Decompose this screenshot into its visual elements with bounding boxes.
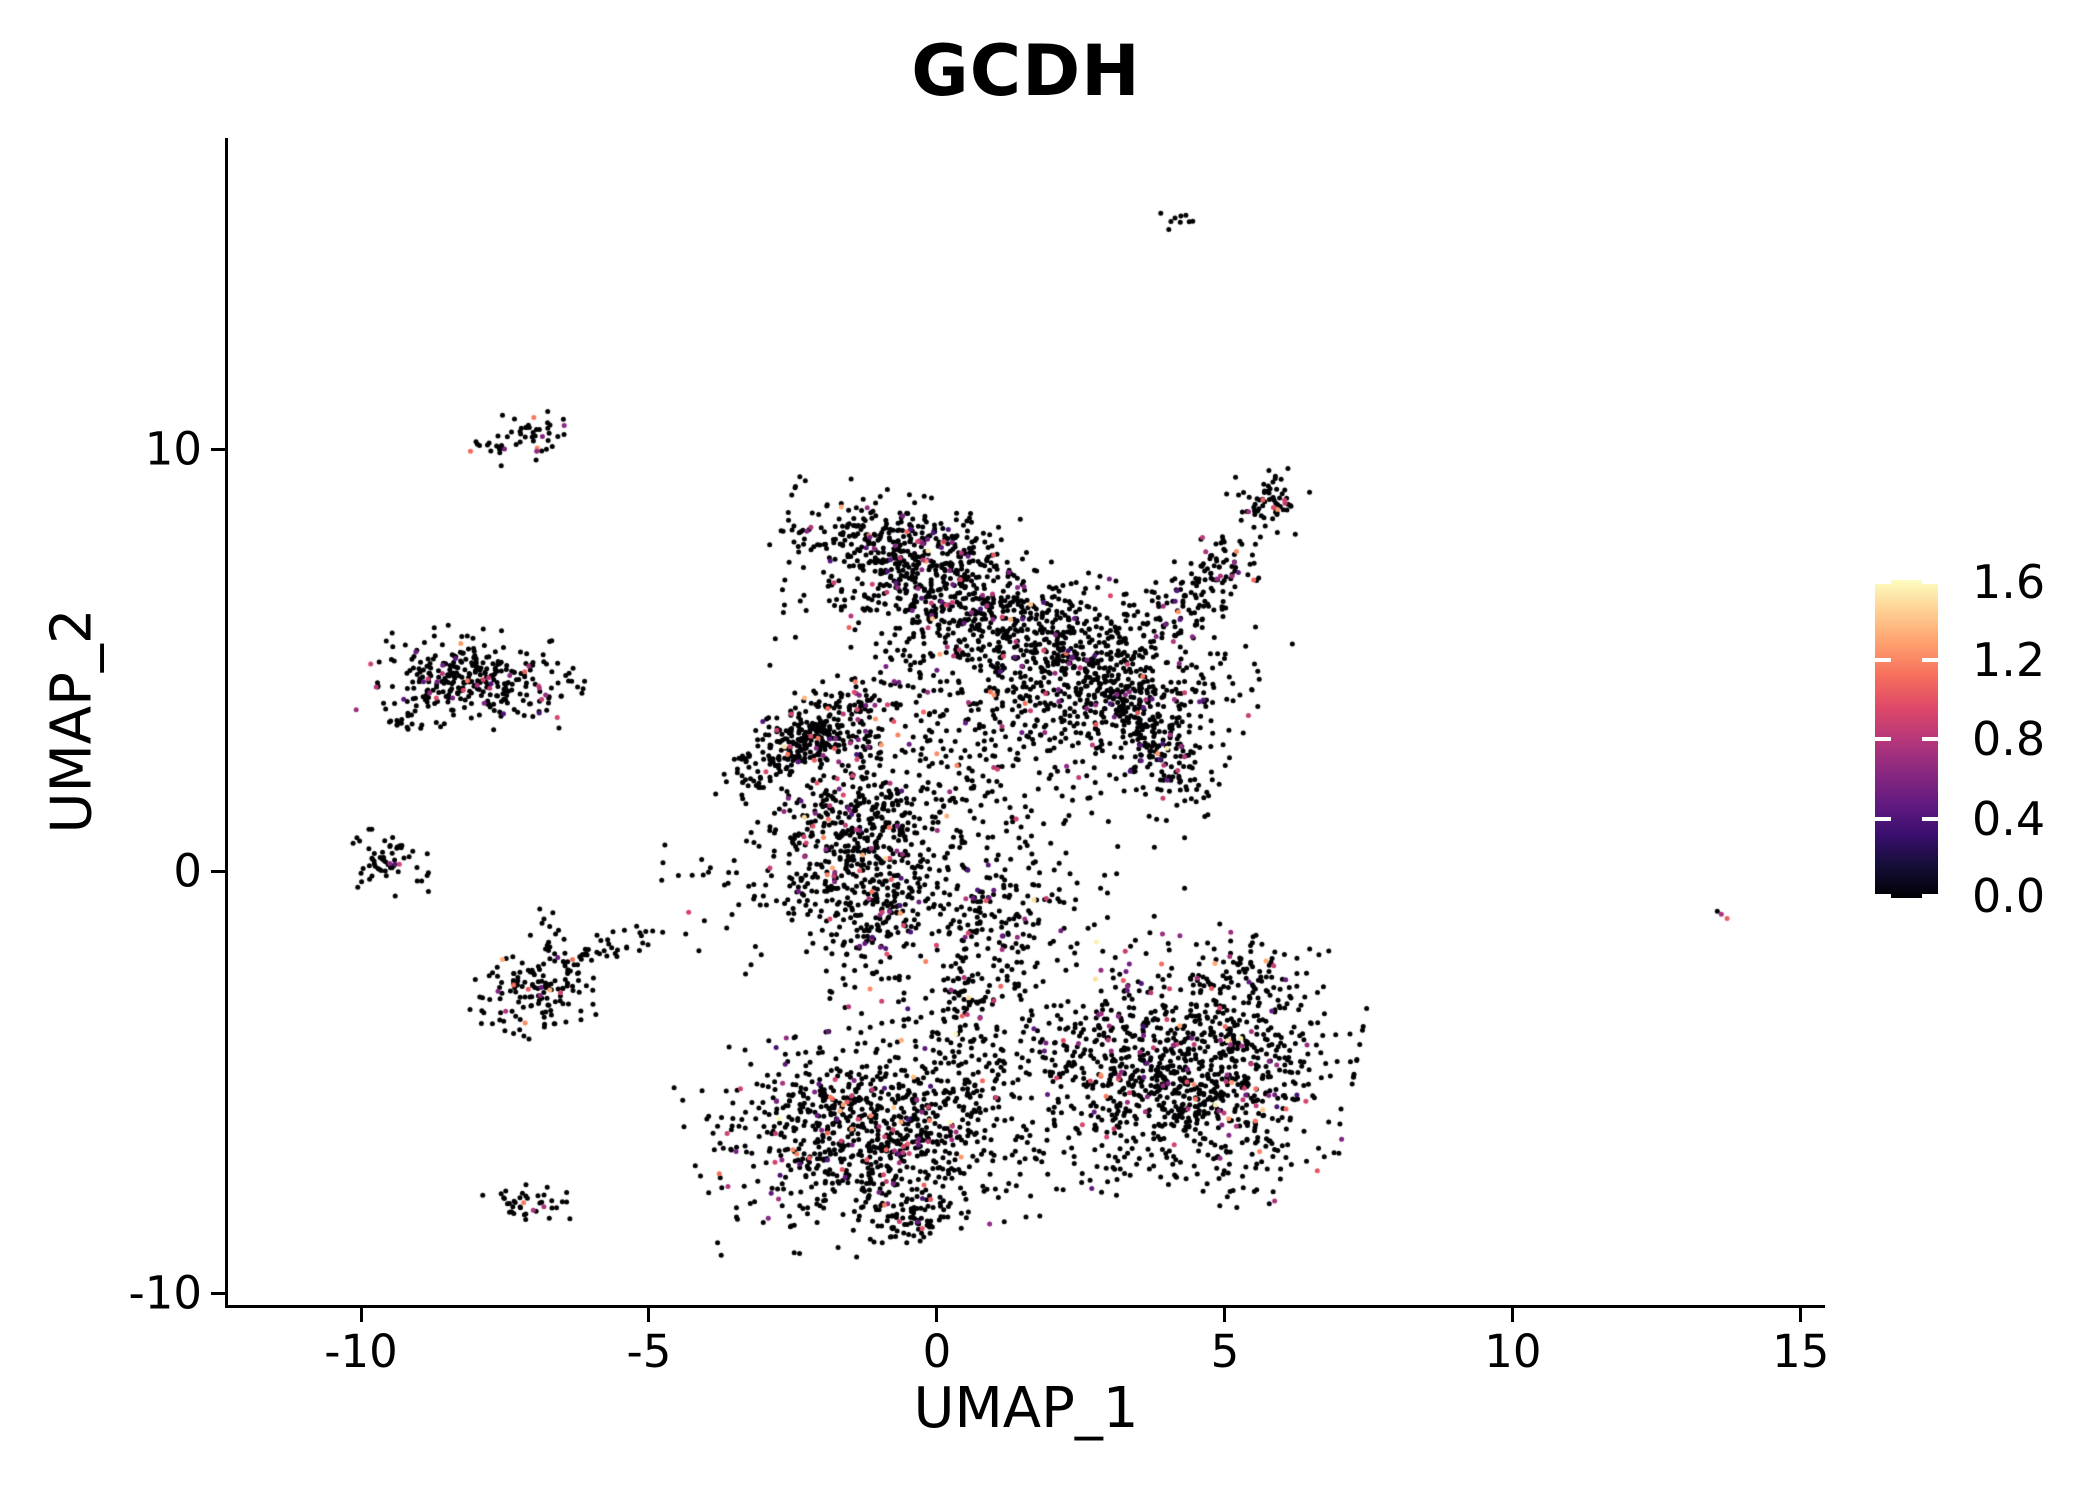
colorbar-tick-notch [1875, 816, 1891, 821]
y-axis-line [225, 138, 228, 1308]
colorbar-tick-notch [1922, 894, 1938, 898]
x-tick-label: -10 [324, 1325, 398, 1378]
colorbar-tick-label: 1.2 [1972, 632, 2046, 687]
x-tick [1223, 1308, 1227, 1322]
colorbar-tick-label: 0.0 [1972, 869, 2046, 923]
x-tick [647, 1308, 651, 1322]
x-axis-line [225, 1305, 1825, 1308]
x-tick-label: -5 [626, 1325, 672, 1378]
x-tick-label: 15 [1772, 1325, 1830, 1378]
y-tick [211, 447, 225, 451]
colorbar-tick-label: 1.6 [1972, 555, 2046, 609]
y-tick-label: 0 [173, 844, 202, 898]
x-tick [1511, 1308, 1515, 1322]
colorbar-tick-notch [1875, 657, 1891, 662]
colorbar-tick-notch [1922, 737, 1938, 741]
y-tick-label: -10 [128, 1266, 203, 1320]
colorbar-tick-notch [1922, 580, 1938, 584]
y-tick-label: 10 [144, 422, 202, 476]
colorbar-tick-label: 0.8 [1972, 712, 2046, 766]
colorbar-tick-label: 0.4 [1972, 791, 2046, 846]
y-axis-label: UMAP_2 [39, 608, 105, 834]
colorbar-tick-notch [1875, 580, 1891, 584]
x-tick-label: 5 [1210, 1325, 1240, 1378]
x-axis-label: UMAP_1 [913, 1376, 1139, 1441]
y-tick [211, 869, 225, 873]
plot-title: GCDH [911, 30, 1141, 112]
x-tick [1799, 1308, 1803, 1322]
colorbar-tick-notch [1922, 816, 1938, 821]
x-tick-label: 10 [1484, 1325, 1542, 1378]
x-tick [935, 1308, 939, 1322]
colorbar-tick-notch [1875, 894, 1891, 898]
x-tick-label: 0 [922, 1325, 952, 1378]
umap-scatter-canvas [228, 138, 1825, 1305]
x-tick [359, 1308, 363, 1322]
colorbar-tick-notch [1922, 657, 1938, 662]
y-tick [211, 1291, 225, 1295]
colorbar-tick-notch [1875, 737, 1891, 741]
